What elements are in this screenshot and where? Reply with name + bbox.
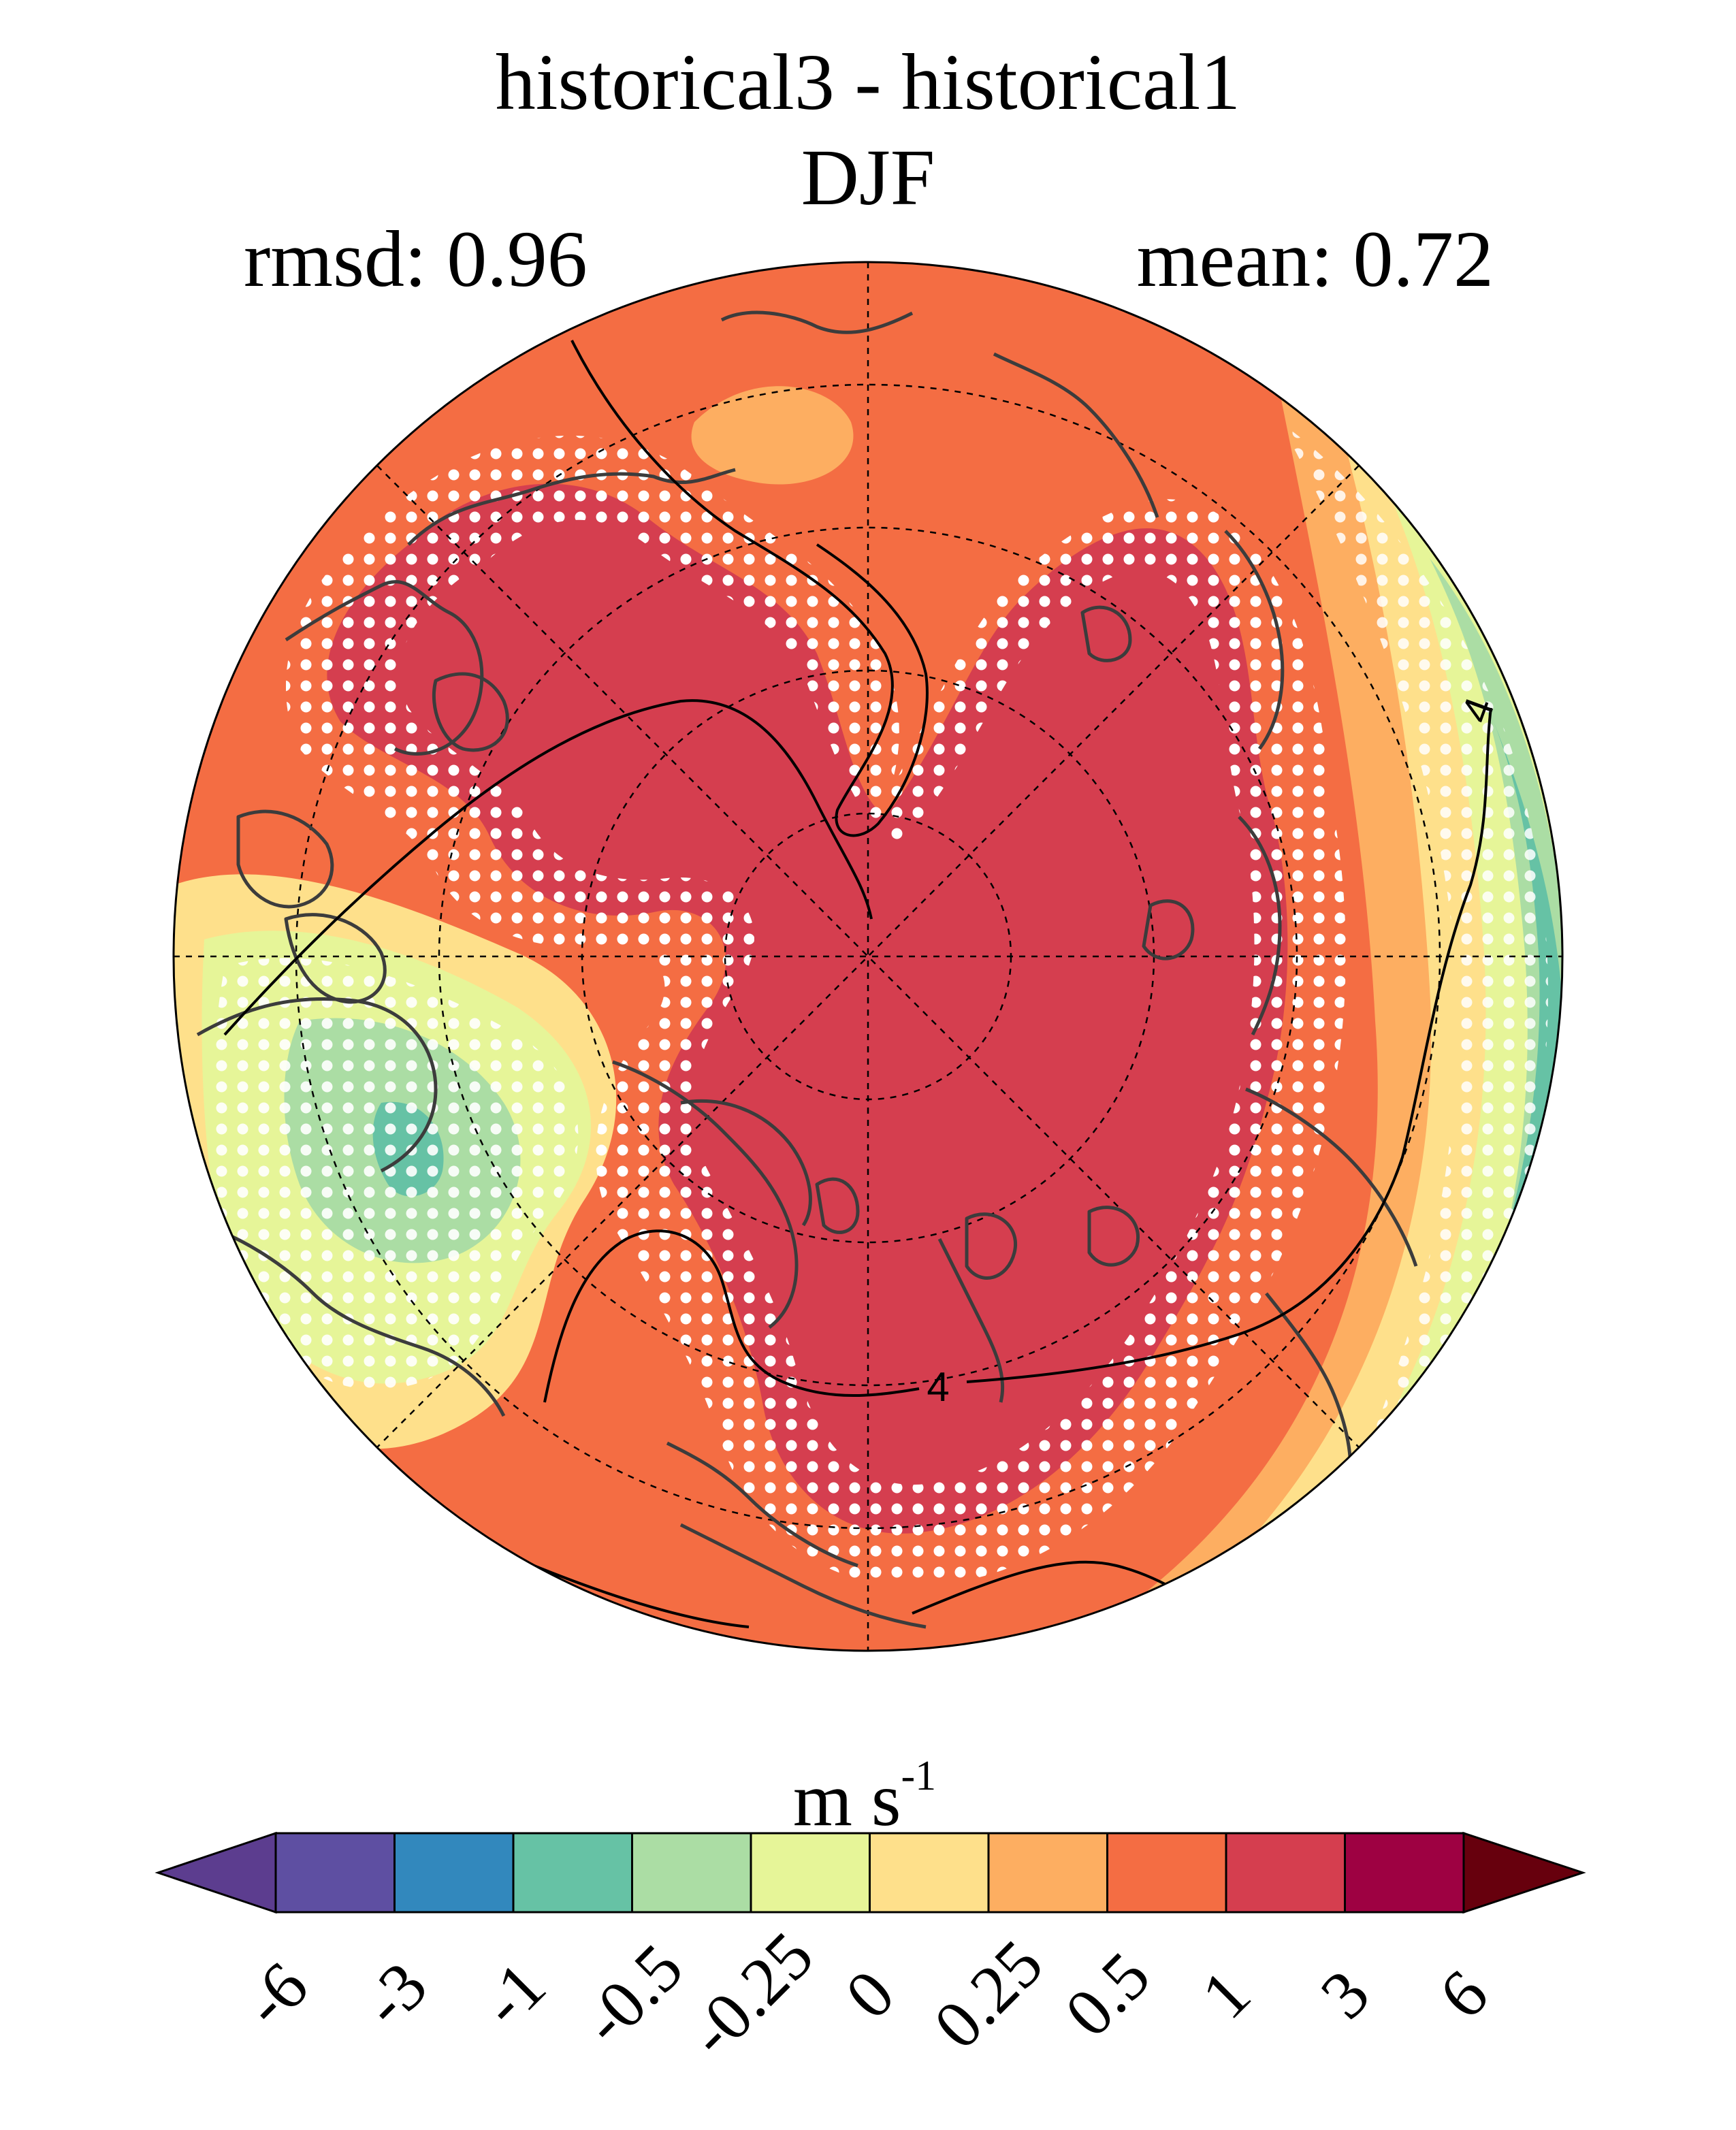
map-boundary xyxy=(172,261,1564,1652)
colorbar-segment xyxy=(987,1832,1108,1914)
colorbar-segment xyxy=(631,1832,752,1914)
units-label: m s-1 xyxy=(749,1755,980,1838)
colorbar-segment xyxy=(1225,1832,1346,1914)
units-exponent: -1 xyxy=(901,1753,937,1799)
colorbar-segment xyxy=(1344,1832,1465,1914)
colorbar-segment xyxy=(393,1832,515,1914)
colorbar-segment xyxy=(512,1832,633,1914)
colorbar-segment xyxy=(869,1832,990,1914)
colorbar-extend-high xyxy=(1462,1831,1586,1914)
contour-label: 4 xyxy=(927,1364,949,1410)
units-base: m s xyxy=(792,1758,901,1842)
colorbar-segment xyxy=(750,1832,871,1914)
polar-map: 4 4 xyxy=(172,261,1564,1652)
season-label: DJF xyxy=(801,133,935,222)
coastlines xyxy=(196,310,1513,1629)
colorbar-extend-low xyxy=(155,1831,277,1914)
mean-label: mean: 0.72 xyxy=(1136,214,1494,304)
rmsd-label: rmsd: 0.96 xyxy=(244,214,588,304)
colorbar-segment xyxy=(1106,1832,1227,1914)
figure-title: historical3 - historical1 xyxy=(495,37,1241,127)
colorbar-segment xyxy=(274,1832,396,1914)
